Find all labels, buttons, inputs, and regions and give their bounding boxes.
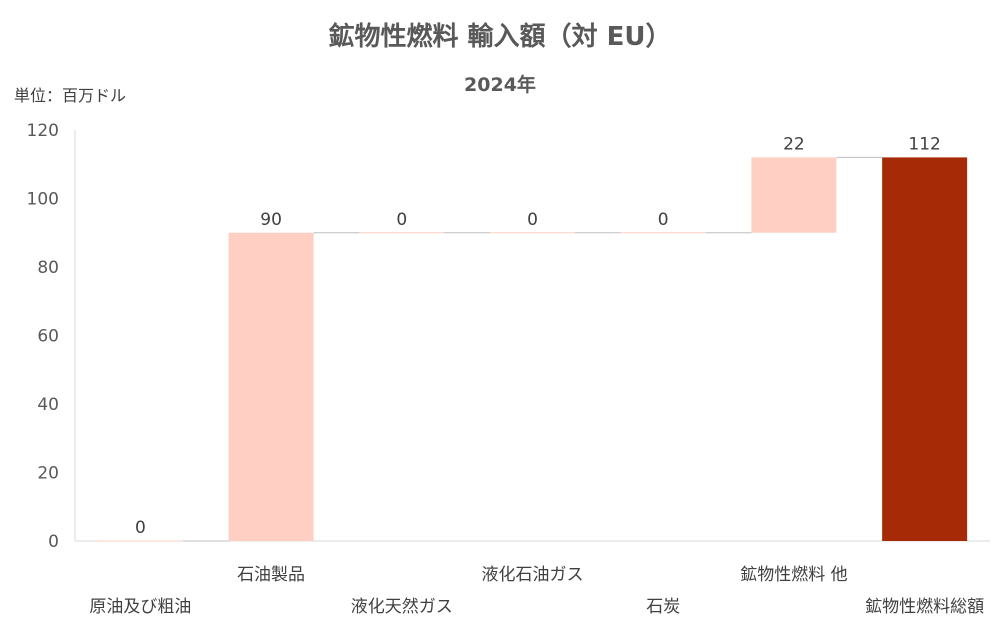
waterfall-bar [228,232,314,541]
data-label: 22 [783,134,805,154]
waterfall-bar [882,157,968,541]
category-label: 鉱物性燃料 他 [740,565,847,585]
y-tick-label: 80 [37,258,59,278]
data-label: 90 [260,210,282,230]
category-label: 原油及び粗油 [89,597,191,617]
y-tick-label: 120 [27,121,59,141]
y-tick-label: 40 [37,395,59,415]
y-tick-label: 60 [37,327,59,347]
data-label: 0 [396,210,407,230]
data-label: 0 [527,210,538,230]
chart-title: 鉱物性燃料 輸入額（対 EU） [328,22,672,52]
y-tick-label: 0 [48,532,59,552]
data-label: 112 [908,134,940,154]
category-label: 液化石油ガス [482,565,584,585]
data-label: 0 [135,518,146,538]
category-label: 鉱物性燃料総額 [865,597,984,617]
waterfall-bar [751,157,837,233]
chart-subtitle: 2024年 [464,74,536,96]
y-tick-label: 100 [27,190,59,210]
y-tick-label: 20 [37,464,59,484]
data-label: 0 [658,210,669,230]
category-label: 液化天然ガス [351,597,453,617]
unit-label: 単位：百万ドル [14,86,127,105]
category-label: 石炭 [646,597,680,617]
category-label: 石油製品 [237,565,305,585]
